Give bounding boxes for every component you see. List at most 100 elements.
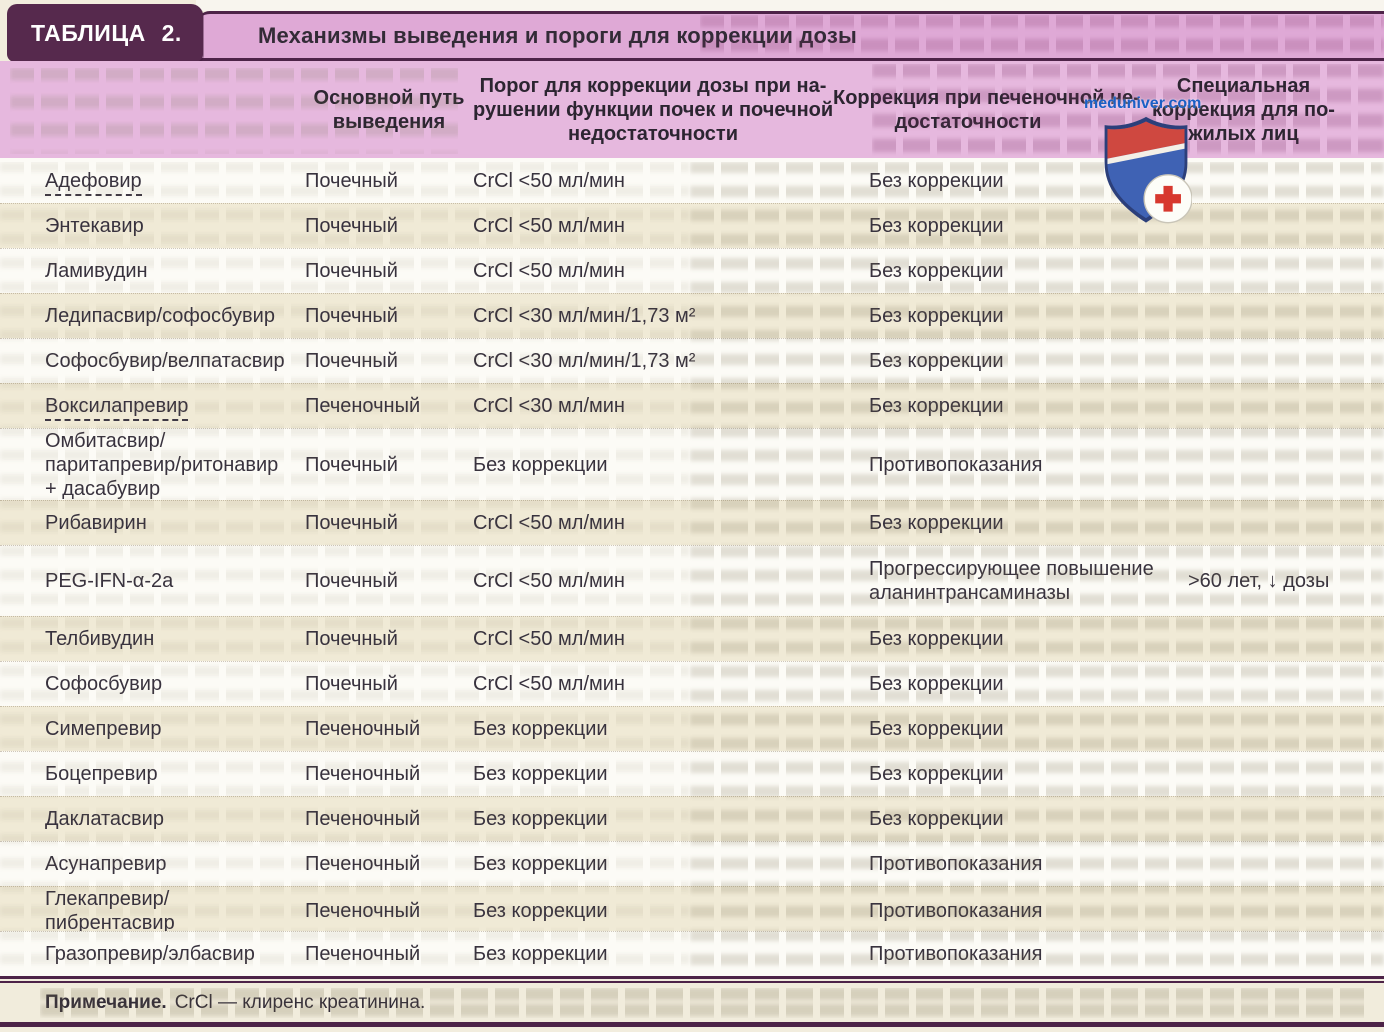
elimination-route-cell: Печеночный <box>305 717 473 741</box>
drug-name-cell: Телбивудин <box>45 627 305 651</box>
shield-white-stripe <box>1107 141 1185 166</box>
renal-threshold-cell-text: CrCl <50 мл/мин <box>473 169 625 192</box>
hepatic-correction-cell: Без коррекции <box>869 511 1180 535</box>
hepatic-correction-cell-text: Без коррекции <box>869 350 1004 372</box>
table-row: Ламивудин Почечный CrCl <50 мл/мин Без корр… <box>0 248 1384 293</box>
elimination-route-cell: Почечный <box>305 304 473 328</box>
hepatic-correction-cell: Противопоказания <box>869 453 1180 477</box>
renal-threshold-cell: CrCl <50 мл/мин <box>473 627 869 651</box>
renal-threshold-cell-text: CrCl <50 мл/мин <box>473 512 625 534</box>
hepatic-correction-cell-text: Без коррекции <box>869 305 1004 327</box>
table-footnote: Примечание. CrCl — клиренс креатинина. <box>0 983 1384 1022</box>
table-row: Омбитасвир/паритапревир/ритонавир + даса… <box>0 428 1384 500</box>
elimination-route-cell-text: Почечный <box>305 512 398 534</box>
drug-name-cell-text: Омбитасвир/паритапревир/ритонавир + даса… <box>45 430 279 500</box>
renal-threshold-cell-text: CrCl <50 мл/мин <box>473 570 625 592</box>
drug-name-cell: Омбитасвир/паритапревир/ритонавир + даса… <box>45 429 305 501</box>
elimination-route-cell: Почечный <box>305 672 473 696</box>
drug-name-cell-text: Ледипасвир/софосбувир <box>45 305 275 327</box>
elimination-route-cell-text: Печеночный <box>305 763 421 785</box>
table-row: Даклатасвир Печеночный Без коррекции Без ко… <box>0 796 1384 841</box>
table-number-label: ТАБЛИЦА 2. <box>31 19 182 46</box>
hepatic-correction-cell-text: Противопоказания <box>869 454 1043 476</box>
elimination-route-cell-text: Почечный <box>305 215 398 237</box>
elimination-route-cell-text: Печеночный <box>305 853 421 875</box>
renal-threshold-cell-text: CrCl <50 мл/мин <box>473 628 625 650</box>
hepatic-correction-cell: Без коррекции <box>869 672 1180 696</box>
header-renal-threshold: Порог для коррекции дозы при на- рушении… <box>473 74 834 145</box>
hepatic-correction-cell: Без коррекции <box>869 394 1180 418</box>
drug-name-cell: Ледипасвир/софосбувир <box>45 304 305 328</box>
footnote-label: Примечание. <box>45 991 167 1013</box>
hepatic-correction-cell: Без коррекции <box>869 304 1180 328</box>
elimination-route-cell-text: Почечный <box>305 260 398 282</box>
table-row: Софосбувир/велпатасвир Почечный CrCl <30 м… <box>0 338 1384 383</box>
hepatic-correction-cell-text: Без коррекции <box>869 169 1004 192</box>
drug-name-cell-text: Софосбувир <box>45 673 163 695</box>
table-row: Гразопревир/элбасвир Печеночный Без коррек… <box>0 931 1384 976</box>
elimination-route-cell-text: Почечный <box>305 628 398 650</box>
red-cross-icon <box>1155 185 1181 212</box>
header-elimination-route: Основной путь выведения <box>313 86 465 133</box>
renal-threshold-cell-text: Без коррекции <box>473 943 608 965</box>
hepatic-correction-cell: Без коррекции <box>869 214 1180 238</box>
page-top-margin <box>196 0 1384 11</box>
table-row: PEG-IFN-α-2a Почечный CrCl <50 мл/мин Прогр… <box>0 545 1384 616</box>
drug-name-cell: Софосбувир/велпатасвир <box>45 349 305 373</box>
hepatic-correction-cell-text: Без коррекции <box>869 215 1004 237</box>
drug-name-cell: Адефовир <box>45 169 305 196</box>
drug-name-cell: Асунапревир <box>45 852 305 876</box>
renal-threshold-cell: Без коррекции <box>473 899 869 923</box>
drug-name-cell: Ламивудин <box>45 259 305 283</box>
elimination-route-cell-text: Почечный <box>305 454 398 476</box>
drug-name-cell-text: Адефовир <box>45 169 142 196</box>
renal-threshold-cell: CrCl <30 мл/мин/1,73 м² <box>473 304 869 328</box>
drug-name-cell-text: Воксилапревир <box>45 395 189 421</box>
drug-name-cell: Глекапревир/пибрентасвир <box>45 887 305 935</box>
drug-name-cell: Боцепревир <box>45 762 305 786</box>
drug-name-cell-text: Гразопревир/элбасвир <box>45 943 255 965</box>
drug-name-cell: Гразопревир/элбасвир <box>45 942 305 966</box>
drug-name-cell-text: PEG-IFN-α-2a <box>45 570 174 592</box>
elimination-route-cell: Печеночный <box>305 942 473 966</box>
table-title: Механизмы выведения и пороги для коррекц… <box>258 23 857 48</box>
hepatic-correction-cell-text: Без коррекции <box>869 673 1004 695</box>
hepatic-correction-cell: Без коррекции <box>869 259 1180 283</box>
hepatic-correction-cell: Противопоказания <box>869 942 1180 966</box>
hepatic-correction-cell-text: Без коррекции <box>869 763 1004 785</box>
elimination-route-cell: Печеночный <box>305 899 473 923</box>
table-row: Рибавирин Почечный CrCl <50 мл/мин Без корр… <box>0 500 1384 545</box>
renal-threshold-cell: CrCl <30 мл/мин/1,73 м² <box>473 349 869 373</box>
hepatic-correction-cell: Противопоказания <box>869 899 1180 923</box>
renal-threshold-cell: Без коррекции <box>473 942 869 966</box>
hepatic-correction-cell: Без коррекции <box>869 807 1180 831</box>
hepatic-correction-cell-text: Без коррекции <box>869 718 1004 740</box>
renal-threshold-cell-text: Без коррекции <box>473 853 608 875</box>
renal-threshold-cell-text: CrCl <30 мл/мин/1,73 м² <box>473 305 696 327</box>
hepatic-correction-cell-text: Без коррекции <box>869 808 1004 830</box>
renal-threshold-cell: CrCl <30 мл/мин <box>473 394 869 418</box>
elimination-route-cell: Печеночный <box>305 394 473 418</box>
drug-name-cell-text: Асунапревир <box>45 853 167 875</box>
elderly-correction-cell: >60 лет, ↓ дозы <box>1180 569 1384 593</box>
elimination-route-cell-text: Почечный <box>305 305 398 327</box>
renal-threshold-cell-text: CrCl <50 мл/мин <box>473 215 625 237</box>
footnote-text: CrCl — клиренс креатинина. <box>174 991 426 1013</box>
hepatic-correction-cell: Без коррекции <box>869 349 1180 373</box>
footnote-top-rule <box>0 976 1384 983</box>
elimination-route-cell-text: Почечный <box>305 570 398 592</box>
elimination-route-cell-text: Почечный <box>305 673 398 695</box>
elimination-route-cell-text: Печеночный <box>305 900 421 922</box>
renal-threshold-cell: Без коррекции <box>473 852 869 876</box>
table-header-row: Основной путь выведения Порог для коррек… <box>0 61 1384 158</box>
table-row: Ледипасвир/софосбувир Почечный CrCl <30 мл… <box>0 293 1384 338</box>
renal-threshold-cell: Без коррекции <box>473 717 869 741</box>
elimination-route-cell-text: Печеночный <box>305 808 421 830</box>
elimination-route-cell-text: Печеночный <box>305 395 421 417</box>
renal-threshold-cell: CrCl <50 мл/мин <box>473 259 869 283</box>
drug-name-cell-text: Глекапревир/пибрентасвир <box>45 888 175 934</box>
hepatic-correction-cell-text: Прогрессирующее повышение аланинтрансами… <box>869 558 1154 604</box>
elimination-route-cell: Почечный <box>305 627 473 651</box>
renal-threshold-cell-text: CrCl <50 мл/мин <box>473 673 625 695</box>
table-row: Глекапревир/пибрентасвир Печеночный Без ко… <box>0 886 1384 934</box>
